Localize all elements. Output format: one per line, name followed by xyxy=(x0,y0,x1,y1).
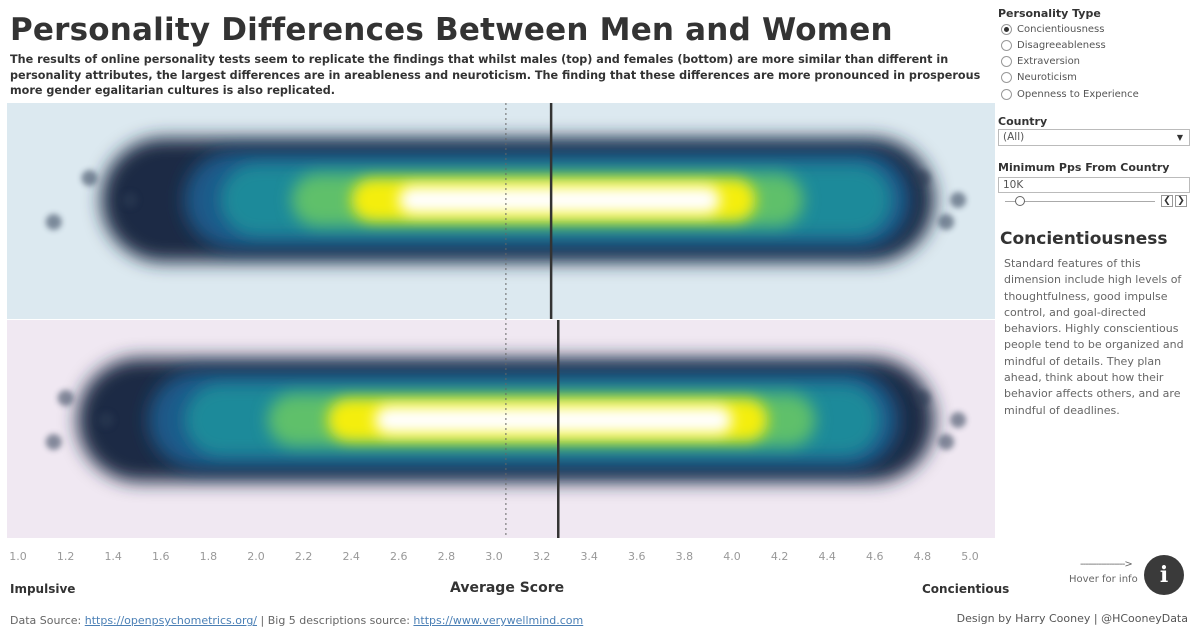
min-pps-slider-track[interactable] xyxy=(1005,201,1155,202)
x-tick-label: 4.0 xyxy=(723,550,741,563)
slider-decrease-button[interactable]: ❮ xyxy=(1161,195,1173,207)
x-tick-label: 4.8 xyxy=(914,550,932,563)
outlier-point xyxy=(45,434,62,450)
personality-type-option-label: Openness to Experience xyxy=(1017,88,1139,100)
personality-type-label: Personality Type xyxy=(998,7,1101,20)
density-layer xyxy=(45,138,967,482)
x-axis-title: Average Score xyxy=(450,580,565,596)
country-label: Country xyxy=(998,115,1048,128)
dimension-title: Concientiousness xyxy=(1000,229,1168,249)
country-value: (All) xyxy=(1003,131,1025,143)
x-tick-label: 3.6 xyxy=(628,550,646,563)
dimension-description: Standard features of this dimension incl… xyxy=(1004,257,1184,417)
chevron-right-icon: ❯ xyxy=(1177,196,1185,206)
x-tick-label: 3.2 xyxy=(533,550,551,563)
x-tick-label: 1.4 xyxy=(104,550,122,563)
radio-button-icon xyxy=(1001,56,1012,68)
min-pps-slider-thumb[interactable] xyxy=(1015,196,1025,206)
min-pps-input[interactable]: 10K xyxy=(998,177,1190,193)
personality-type-option[interactable]: Concientiousness xyxy=(1001,21,1104,37)
footer-source: Data Source: https://openpsychometrics.o… xyxy=(10,614,583,627)
chevron-down-icon: ▼ xyxy=(1176,133,1183,142)
density-layer-core xyxy=(398,186,721,214)
info-button[interactable]: i xyxy=(1144,555,1184,595)
x-tick-label: 2.0 xyxy=(247,550,265,563)
page-subtitle: The results of online personality tests … xyxy=(10,53,981,97)
x-tick-label: 2.6 xyxy=(390,550,408,563)
x-tick-label: 1.2 xyxy=(57,550,75,563)
x-tick-label: 2.2 xyxy=(295,550,313,563)
personality-type-option[interactable]: Openness to Experience xyxy=(1001,86,1139,102)
slider-increase-button[interactable]: ❯ xyxy=(1175,195,1187,207)
x-tick-label: 1.0 xyxy=(9,550,27,563)
chevron-left-icon: ❮ xyxy=(1163,196,1171,206)
x-tick-label: 2.4 xyxy=(342,550,360,563)
outlier-point xyxy=(57,390,74,406)
personality-type-option-label: Neuroticism xyxy=(1017,72,1077,84)
personality-type-option-label: Disagreeableness xyxy=(1017,39,1106,51)
radio-button-icon xyxy=(1001,23,1012,35)
outlier-point xyxy=(45,214,62,230)
x-tick-label: 4.6 xyxy=(866,550,884,563)
x-axis-ticks: 1.0 1.2 1.4 1.6 1.8 2.0 2.2 2.4 2.6 2.8 3.0 3.2 3.4 3… xyxy=(9,550,979,563)
hover-label: Hover for info xyxy=(1069,574,1138,585)
outlier-point xyxy=(950,192,967,208)
outlier-point xyxy=(121,192,138,208)
source-link-2[interactable]: https://www.verywellmind.com xyxy=(413,614,584,627)
density-layer-core xyxy=(375,406,732,434)
x-tick-label: 4.4 xyxy=(818,550,836,563)
x-tick-label: 3.0 xyxy=(485,550,503,563)
outlier-point xyxy=(914,170,931,186)
x-tick-label: 3.4 xyxy=(580,550,598,563)
radio-button-icon xyxy=(1001,72,1012,84)
axis-right-label: Concientious xyxy=(922,582,1010,596)
footer-credit: Design by Harry Cooney | @HCooneyData xyxy=(956,612,1188,625)
page-title: Personality Differences Between Men and … xyxy=(10,12,893,48)
personality-type-option[interactable]: Extraversion xyxy=(1001,54,1080,70)
source-prefix: Data Source: xyxy=(10,614,85,627)
x-tick-label: 2.8 xyxy=(438,550,456,563)
x-tick-label: 4.2 xyxy=(771,550,789,563)
outlier-point xyxy=(81,170,98,186)
x-tick-label: 1.6 xyxy=(152,550,170,563)
outlier-point xyxy=(950,412,967,428)
personality-type-option[interactable]: Disagreeableness xyxy=(1001,37,1106,53)
outlier-point xyxy=(98,412,115,428)
source-middle: | Big 5 descriptions source: xyxy=(257,614,414,627)
source-link[interactable]: https://openpsychometrics.org/ xyxy=(84,614,258,627)
x-tick-label: 5.0 xyxy=(961,550,979,563)
min-pps-label: Minimum Pps From Country xyxy=(998,161,1170,174)
personality-type-option-label: Extraversion xyxy=(1017,56,1081,68)
info-icon: i xyxy=(1159,562,1169,588)
personality-type-option-label: Concientiousness xyxy=(1017,23,1105,35)
personality-type-option[interactable]: Neuroticism xyxy=(1001,70,1077,86)
outlier-point xyxy=(938,214,955,230)
min-pps-value: 10K xyxy=(1003,179,1024,191)
outlier-point xyxy=(938,434,955,450)
country-dropdown[interactable]: (All) ▼ xyxy=(998,129,1190,146)
hover-arrow: -----------------> xyxy=(1080,559,1133,570)
x-tick-label: 3.8 xyxy=(676,550,694,563)
outlier-point xyxy=(914,390,931,406)
x-tick-label: 1.8 xyxy=(200,550,218,563)
radio-button-icon xyxy=(1001,88,1012,100)
radio-button-icon xyxy=(1001,39,1012,51)
axis-left-label: Impulsive xyxy=(10,582,76,596)
